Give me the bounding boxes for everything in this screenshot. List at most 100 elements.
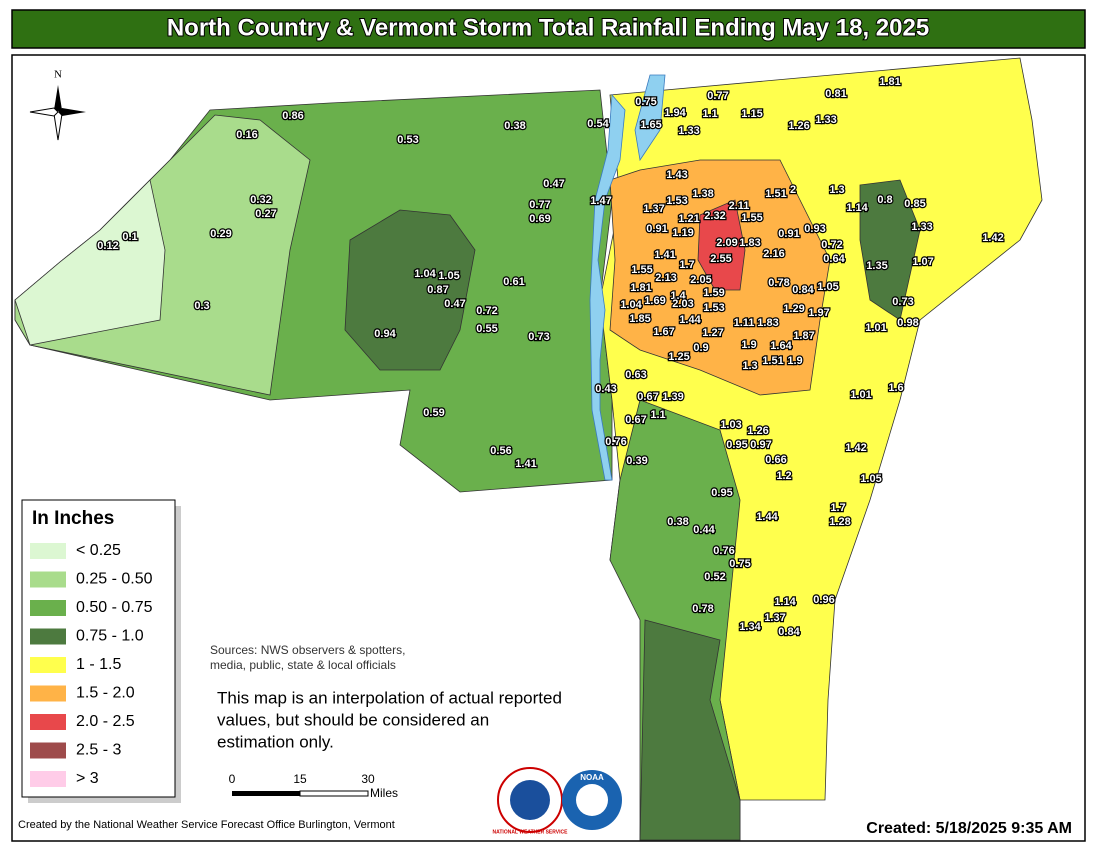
rainfall-label: 0.78 (768, 277, 789, 289)
rainfall-label: 0.96 (813, 594, 834, 606)
legend-label: 2.5 - 3 (76, 742, 121, 759)
rainfall-label: 0.81 (825, 88, 846, 100)
rainfall-label: 1.14 (774, 596, 796, 608)
title-bar (11, 9, 1086, 49)
legend-label: 2.0 - 2.5 (76, 713, 135, 730)
rainfall-label: 1.38 (692, 188, 713, 200)
rainfall-label: 1.44 (756, 511, 778, 523)
rainfall-label: 1.39 (662, 391, 683, 403)
compass: N (29, 69, 86, 141)
legend-label: > 3 (76, 770, 99, 787)
rainfall-label: 1.11 (734, 317, 755, 329)
rainfall-labels: 0.86 0.16 0.53 0.38 0.54 0.75 0.77 1.94 1.1 1.15 1… (96, 75, 1005, 640)
rainfall-label: 1.05 (860, 473, 881, 485)
rainfall-label: 0.78 (692, 603, 713, 615)
dark-south (639, 619, 741, 841)
dark-east (859, 179, 921, 321)
rainfall-label: 0.93 (804, 223, 825, 235)
rainfall-label: 2.09 (716, 237, 737, 249)
lightest-area (14, 179, 166, 346)
rainfall-label: 0.53 (397, 134, 418, 146)
legend-swatch (30, 628, 66, 645)
rainfall-label: 1.33 (815, 114, 836, 126)
rainfall-label: 0.75 (729, 558, 750, 570)
rainfall-label: 1.69 (644, 295, 665, 307)
rainfall-label: 1.14 (846, 202, 868, 214)
note: estimation only. (217, 732, 334, 751)
rainfall-label: 0.44 (693, 524, 715, 536)
rainfall-label: 1.83 (757, 317, 778, 329)
rainfall-label: 0.38 (667, 516, 688, 528)
dark-green-area (344, 209, 476, 371)
rainfall-label: 0.77 (707, 90, 728, 102)
scale-tick: 15 (293, 772, 307, 786)
rainfall-label: 1.07 (912, 256, 933, 268)
rainfall-label: 1.41 (515, 458, 536, 470)
rainfall-label: 1.05 (438, 270, 459, 282)
rainfall-label: 1.9 (787, 355, 802, 367)
legend-swatch (30, 685, 66, 702)
rainfall-label: 0.77 (529, 199, 550, 211)
rainfall-label: 1.81 (879, 76, 900, 88)
rainfall-label: 0.72 (821, 239, 842, 251)
rainfall-label: 1.64 (770, 340, 792, 352)
note: This map is an interpolation of actual r… (217, 688, 562, 707)
legend-title: In Inches (32, 508, 114, 529)
rainfall-label: 1.43 (666, 169, 687, 181)
rainfall-label: 0.27 (255, 208, 276, 220)
rainfall-label: 1.03 (720, 419, 741, 431)
rainfall-label: 1.37 (764, 612, 785, 624)
rainfall-label: 0.47 (444, 298, 465, 310)
legend-items: < 0.25 0.25 - 0.50 0.50 - 0.75 0.75 - 1.0 1 … (30, 542, 153, 787)
rainfall-label: 1.28 (829, 516, 850, 528)
legend-label: 1 - 1.5 (76, 656, 121, 673)
rainfall-label: 1.81 (630, 282, 651, 294)
rainfall-label: 2.16 (763, 248, 784, 260)
rainfall-label: 2.32 (704, 210, 725, 222)
legend-swatch (30, 657, 66, 673)
rainfall-label: 1.51 (762, 355, 783, 367)
rainfall-label: 0.1 (122, 231, 137, 243)
rainfall-label: 0.67 (625, 414, 646, 426)
rainfall-label: 1.27 (702, 327, 723, 339)
rainfall-label: 1.41 (654, 249, 675, 261)
rainfall-label: 1.34 (739, 621, 761, 633)
rainfall-label: 1.2 (776, 470, 791, 482)
note: values, but should be considered an (217, 710, 489, 729)
rainfall-label: 0.29 (210, 228, 231, 240)
rainfall-label: 0.54 (587, 118, 609, 130)
rainfall-label: 0.39 (626, 455, 647, 467)
rainfall-label: 1.1 (702, 108, 717, 120)
rainfall-label: 1.55 (631, 264, 652, 276)
rainfall-label: 2.05 (690, 274, 711, 286)
legend-swatch (30, 571, 66, 588)
rainfall-label: 0.66 (765, 454, 786, 466)
rainfall-label: 1.94 (664, 107, 686, 119)
lake-north (634, 74, 666, 162)
rainfall-label: 0.73 (528, 331, 549, 343)
sources: Sources: NWS observers & spotters, (210, 643, 405, 657)
scale-bar: 0 15 30 Miles (229, 772, 398, 800)
rainfall-label: 0.84 (792, 284, 814, 296)
rainfall-label: 0.86 (282, 110, 303, 122)
noaa-logo-text: NOAA (580, 773, 604, 782)
rainfall-label: 0.43 (595, 383, 616, 395)
lake-champlain (589, 94, 626, 481)
rainfall-label: 0.94 (374, 328, 396, 340)
rainfall-label: 1.44 (679, 314, 701, 326)
red-area (697, 199, 746, 291)
rainfall-label: 1.9 (741, 339, 756, 351)
legend-label: 0.75 - 1.0 (76, 628, 144, 645)
rainfall-label: 1.83 (739, 237, 760, 249)
rainfall-label: 0.85 (904, 198, 925, 210)
rainfall-label: 0.56 (490, 445, 511, 457)
rainfall-label: 1.19 (672, 227, 693, 239)
rainfall-label: 1.6 (888, 382, 903, 394)
compass-n: N (54, 69, 62, 81)
logos: NATIONAL WEATHER SERVICE NOAA (493, 767, 622, 835)
sources: media, public, state & local officials (210, 658, 396, 672)
rainfall-label: 0.97 (750, 439, 771, 451)
rainfall-label: 1.42 (982, 232, 1003, 244)
rainfall-label: 0.38 (504, 120, 525, 132)
